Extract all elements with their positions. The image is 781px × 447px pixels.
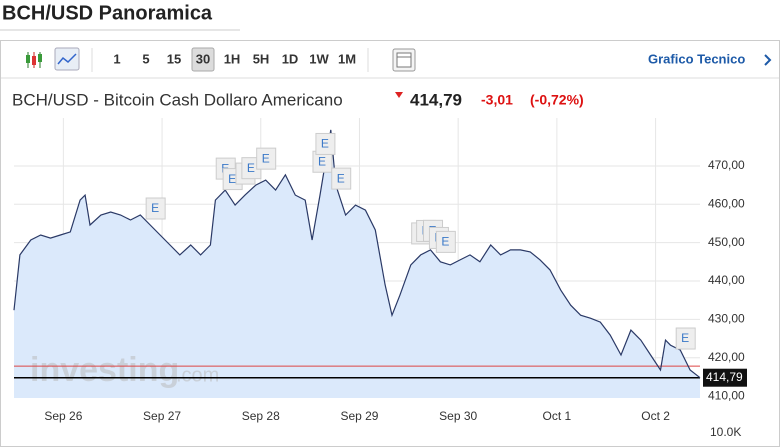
price-change: -3,01 <box>481 92 513 108</box>
y-tick-label: 410,00 <box>708 388 745 402</box>
x-tick-label: Sep 29 <box>340 409 378 423</box>
x-tick-label: Sep 28 <box>242 409 280 423</box>
y-tick-label: 470,00 <box>708 158 745 172</box>
table-icon[interactable] <box>392 48 416 72</box>
y-tick-label: 420,00 <box>708 350 745 364</box>
event-label: E <box>247 161 255 175</box>
last-price-box <box>703 368 747 387</box>
y-tick-label: 430,00 <box>708 312 745 326</box>
interval-button[interactable]: 30 <box>196 51 210 66</box>
instrument-name: BCH/USD - Bitcoin Cash Dollaro Americano <box>12 90 343 109</box>
interval-button[interactable]: 1D <box>282 51 299 66</box>
event-label: E <box>318 154 326 168</box>
event-label: E <box>337 171 345 185</box>
last-price-label: 414,79 <box>706 370 743 384</box>
interval-button[interactable]: 1W <box>309 51 329 66</box>
x-tick-label: Sep 27 <box>143 409 181 423</box>
x-tick-label: Oct 1 <box>543 409 572 423</box>
interval-button[interactable]: 5H <box>253 51 270 66</box>
event-marker[interactable] <box>435 230 456 253</box>
price-line <box>13 129 701 379</box>
event-label: E <box>321 137 329 151</box>
page-title: BCH/USD Panoramica <box>2 2 213 24</box>
event-label: E <box>228 172 236 186</box>
last-price: 414,79 <box>410 90 462 109</box>
y-tick-label: 450,00 <box>708 235 745 249</box>
line-icon-glyph <box>57 53 77 65</box>
watermark-suffix: .com <box>176 364 219 386</box>
event-label: E <box>151 201 159 215</box>
event-marker[interactable] <box>675 327 696 350</box>
y-tick-label: 440,00 <box>708 273 745 287</box>
interval-active-bg <box>191 47 215 72</box>
x-tick-label: Sep 30 <box>439 409 477 423</box>
price-area <box>14 129 700 398</box>
interval-button[interactable]: 1 <box>113 51 120 66</box>
event-label: E <box>441 235 449 249</box>
x-tick-label: Oct 2 <box>641 409 670 423</box>
event-label: E <box>262 151 270 165</box>
interval-button[interactable]: 15 <box>167 51 181 66</box>
interval-button[interactable]: 1M <box>338 51 356 66</box>
candle-icon[interactable] <box>26 52 42 68</box>
x-tick-label: Sep 26 <box>44 409 82 423</box>
event-marker[interactable] <box>145 197 166 220</box>
event-marker[interactable] <box>256 147 277 170</box>
volume-label: 10.0K <box>710 425 741 439</box>
interval-button[interactable]: 1H <box>224 51 241 66</box>
technical-chart-link[interactable]: Grafico Tecnico <box>648 51 745 66</box>
event-marker[interactable] <box>331 167 352 190</box>
event-label: E <box>681 331 689 345</box>
event-marker[interactable] <box>315 132 336 155</box>
watermark: investing <box>30 351 179 389</box>
price-change-pct: (-0,72%) <box>530 92 584 108</box>
chevron <box>764 54 772 66</box>
y-tick-label: 460,00 <box>708 196 745 210</box>
line-icon[interactable] <box>54 47 80 71</box>
interval-button[interactable]: 5 <box>142 51 149 66</box>
down-arrow <box>395 92 403 98</box>
